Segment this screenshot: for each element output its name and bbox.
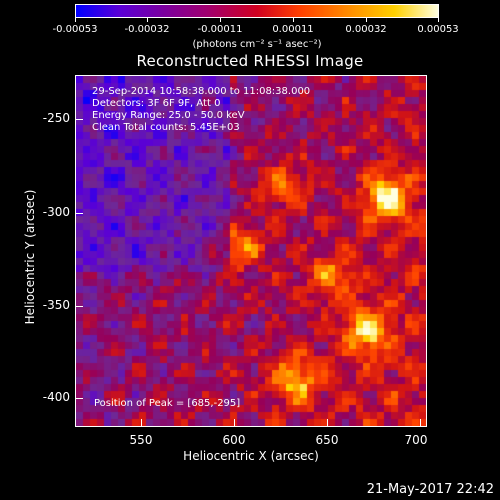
timestamp: 21-May-2017 22:42 (366, 482, 494, 497)
x-tick-label: 550 (129, 433, 153, 447)
colorbar-units: (photons cm⁻² s⁻¹ asec⁻²) (192, 39, 322, 50)
info-total-counts: Clean Total counts: 5.45E+03 (92, 122, 240, 133)
colorbar-label: -0.00053 (52, 24, 98, 35)
y-tick-mark (75, 119, 83, 120)
colorbar-tick (147, 18, 148, 22)
colorbar-tick (438, 18, 439, 22)
colorbar-label: 0.00053 (417, 24, 459, 35)
y-tick-label: -250 (42, 111, 70, 125)
x-tick-mark (234, 419, 235, 427)
y-tick-mark (75, 306, 83, 307)
y-tick-label: -400 (42, 390, 70, 404)
x-tick-mark (420, 419, 421, 427)
colorbar-tick (75, 18, 76, 22)
x-tick-label: 600 (222, 433, 246, 447)
x-tick-mark (141, 419, 142, 427)
y-axis-label: Heliocentric Y (arcsec) (23, 189, 37, 325)
colorbar-tick (366, 18, 367, 22)
peak-position: Position of Peak = [685,-295] (94, 398, 241, 409)
x-tick-label: 700 (404, 433, 428, 447)
colorbar-label: -0.00011 (197, 24, 243, 35)
colorbar-tick (293, 18, 294, 22)
colorbar-label: 0.00011 (272, 24, 314, 35)
colorbar-label: 0.00032 (345, 24, 387, 35)
x-tick-mark (327, 419, 328, 427)
image-title: Reconstructed RHESSI Image (136, 52, 364, 70)
colorbar-label: -0.00032 (124, 24, 170, 35)
info-time-range: 29-Sep-2014 10:58:38.000 to 11:08:38.000 (92, 86, 311, 97)
x-axis-label: Heliocentric X (arcsec) (183, 449, 319, 463)
plot-area: 29-Sep-2014 10:58:38.000 to 11:08:38.000… (75, 75, 427, 427)
y-tick-mark (75, 213, 83, 214)
info-energy-range: Energy Range: 25.0 - 50.0 keV (92, 110, 245, 121)
info-detectors: Detectors: 3F 6F 9F, Att 0 (92, 98, 221, 109)
rhessi-heatmap (76, 76, 426, 426)
y-tick-mark (75, 398, 83, 399)
x-tick-label: 650 (315, 433, 339, 447)
colorbar (75, 4, 439, 18)
y-tick-label: -350 (42, 298, 70, 312)
y-tick-label: -300 (42, 205, 70, 219)
colorbar-tick (220, 18, 221, 22)
